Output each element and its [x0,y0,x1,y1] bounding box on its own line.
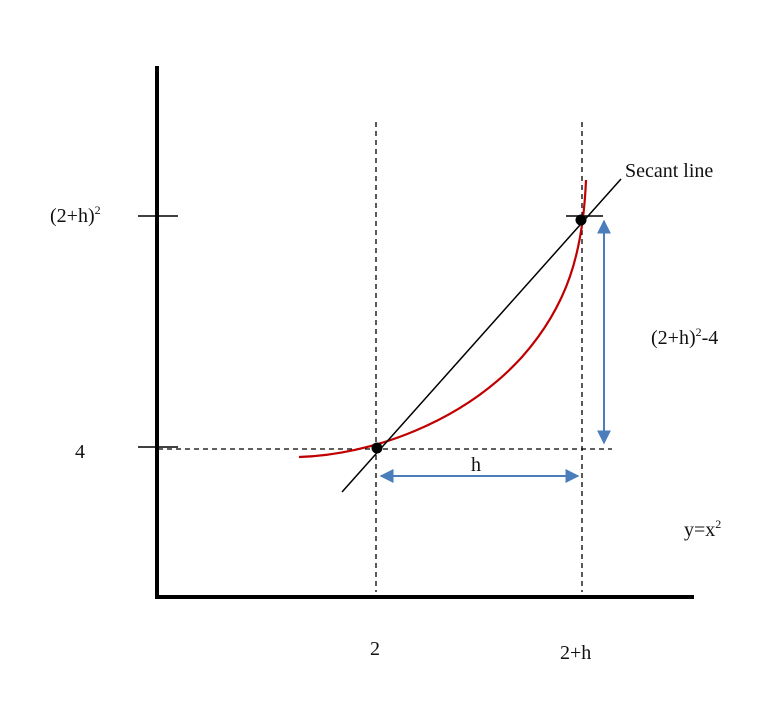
secant-line-label: Secant line [625,160,714,182]
rise-label: (2+h)2-4 [651,325,719,349]
run-label: h [471,454,481,476]
y-tick-label-bottom: 4 [75,441,85,463]
point-2-4 [371,442,383,454]
curve-label: y=x2 [684,517,722,541]
point-2-plus-h [575,214,587,226]
y-tick-label-top: (2+h)2 [50,203,101,227]
secant-line [341,178,622,493]
curve-y-equals-x-squared [298,179,588,459]
x-tick-label-left: 2 [370,638,380,660]
x-tick-label-right: 2+h [560,642,592,664]
